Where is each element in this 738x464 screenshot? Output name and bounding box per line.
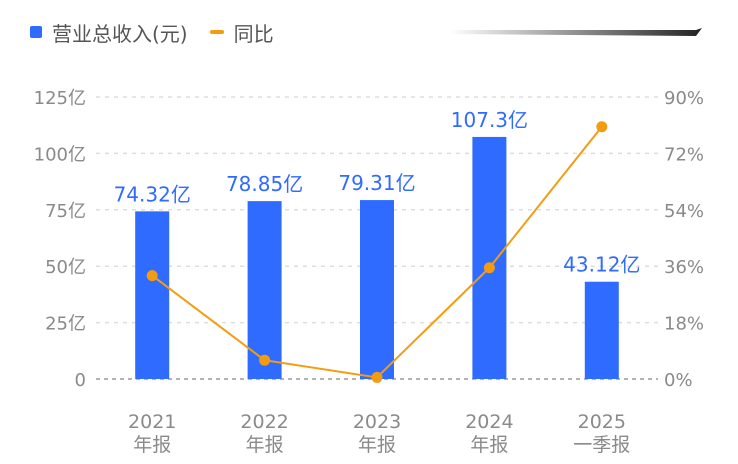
x-axis-tick-label-year: 2025 xyxy=(578,411,626,433)
left-axis-tick-label: 50亿 xyxy=(45,257,86,278)
legend-label-yoy: 同比 xyxy=(233,21,274,46)
x-axis-tick-label-year: 2021 xyxy=(128,411,176,433)
revenue-bar xyxy=(584,281,619,379)
left-axis-tick-label: 75亿 xyxy=(45,201,86,222)
left-axis-tick-label: 125亿 xyxy=(34,88,86,109)
left-axis-tick-label: 100亿 xyxy=(34,144,86,165)
bar-value-label: 43.12亿 xyxy=(563,253,640,277)
x-axis-tick-label-year: 2022 xyxy=(240,411,288,433)
x-axis-tick-label-period: 一季报 xyxy=(573,434,630,456)
yoy-point xyxy=(483,262,495,274)
yoy-point xyxy=(596,121,608,133)
bar-value-label: 78.85亿 xyxy=(226,172,303,196)
right-axis-tick-label: 72% xyxy=(664,144,704,165)
x-axis-tick-label-period: 年报 xyxy=(133,434,171,456)
revenue-bar xyxy=(360,200,394,379)
bar-value-label: 74.32亿 xyxy=(114,182,191,206)
left-axis-tick-label: 25亿 xyxy=(45,314,86,335)
yoy-point xyxy=(371,371,383,383)
revenue-bar xyxy=(247,201,282,379)
right-axis-tick-label: 90% xyxy=(664,88,704,109)
legend-label-revenue: 营业总收入(元) xyxy=(52,21,188,46)
x-axis-tick-label-period: 年报 xyxy=(470,434,508,456)
chart-legend: 营业总收入(元) 同比 xyxy=(30,18,274,46)
x-axis-tick-label-year: 2023 xyxy=(353,411,401,433)
top-accent-bar xyxy=(450,28,702,36)
yoy-point xyxy=(146,270,158,282)
right-axis-tick-label: 18% xyxy=(664,314,704,335)
revenue-bar xyxy=(472,136,507,379)
bar-value-label: 107.3亿 xyxy=(451,108,528,132)
bar-value-label: 79.31亿 xyxy=(338,171,415,195)
legend-item-yoy[interactable]: 同比 xyxy=(209,18,274,47)
right-axis-tick-label: 36% xyxy=(664,257,704,278)
legend-line-swatch xyxy=(209,30,224,34)
x-axis-tick-label-period: 年报 xyxy=(246,434,284,456)
x-axis-tick-label-year: 2024 xyxy=(465,411,513,433)
legend-bar-swatch xyxy=(30,26,42,38)
legend-item-revenue[interactable]: 营业总收入(元) xyxy=(30,18,188,47)
left-axis-tick-label: 0 xyxy=(75,370,86,391)
x-axis-tick-label-period: 年报 xyxy=(358,434,396,456)
right-axis-tick-label: 54% xyxy=(664,201,704,222)
yoy-point xyxy=(259,354,271,366)
revenue-bar xyxy=(135,211,170,379)
right-axis-tick-label: 0% xyxy=(664,370,693,391)
